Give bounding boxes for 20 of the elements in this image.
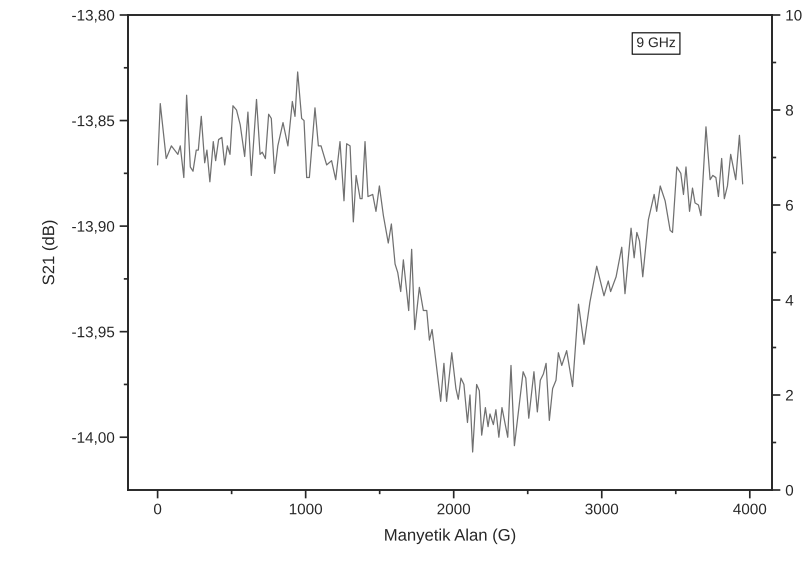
- y2-tick-label: 0: [786, 484, 794, 496]
- y-tick-label: -13,95: [72, 326, 114, 340]
- y2-tick-label: 6: [786, 200, 794, 211]
- y-tick-label: -13,80: [72, 10, 114, 22]
- x-tick-label: 1000: [290, 504, 322, 514]
- y2-tick-label: 8: [786, 104, 794, 116]
- line-series: [156, 71, 744, 453]
- x-tick-label: 4000: [733, 504, 766, 514]
- y2-tick-label: 4: [786, 295, 794, 306]
- y-tick-label: -13,90: [72, 220, 114, 234]
- x-axis-title: Manyetik Alan (G): [385, 528, 516, 544]
- y2-tick-label: 2: [786, 390, 793, 401]
- x-tick-label: 3000: [585, 504, 618, 514]
- y-tick-label: -14,00: [72, 432, 114, 445]
- y-axis-title: S21 (dB): [42, 220, 58, 285]
- annotation: 9 GHz: [637, 37, 676, 48]
- y2-tick-label: 10: [786, 10, 802, 21]
- y-tick-label: -13,85: [72, 115, 114, 128]
- x-tick-label: 2000: [437, 504, 470, 514]
- x-tick-label: 0: [154, 504, 162, 514]
